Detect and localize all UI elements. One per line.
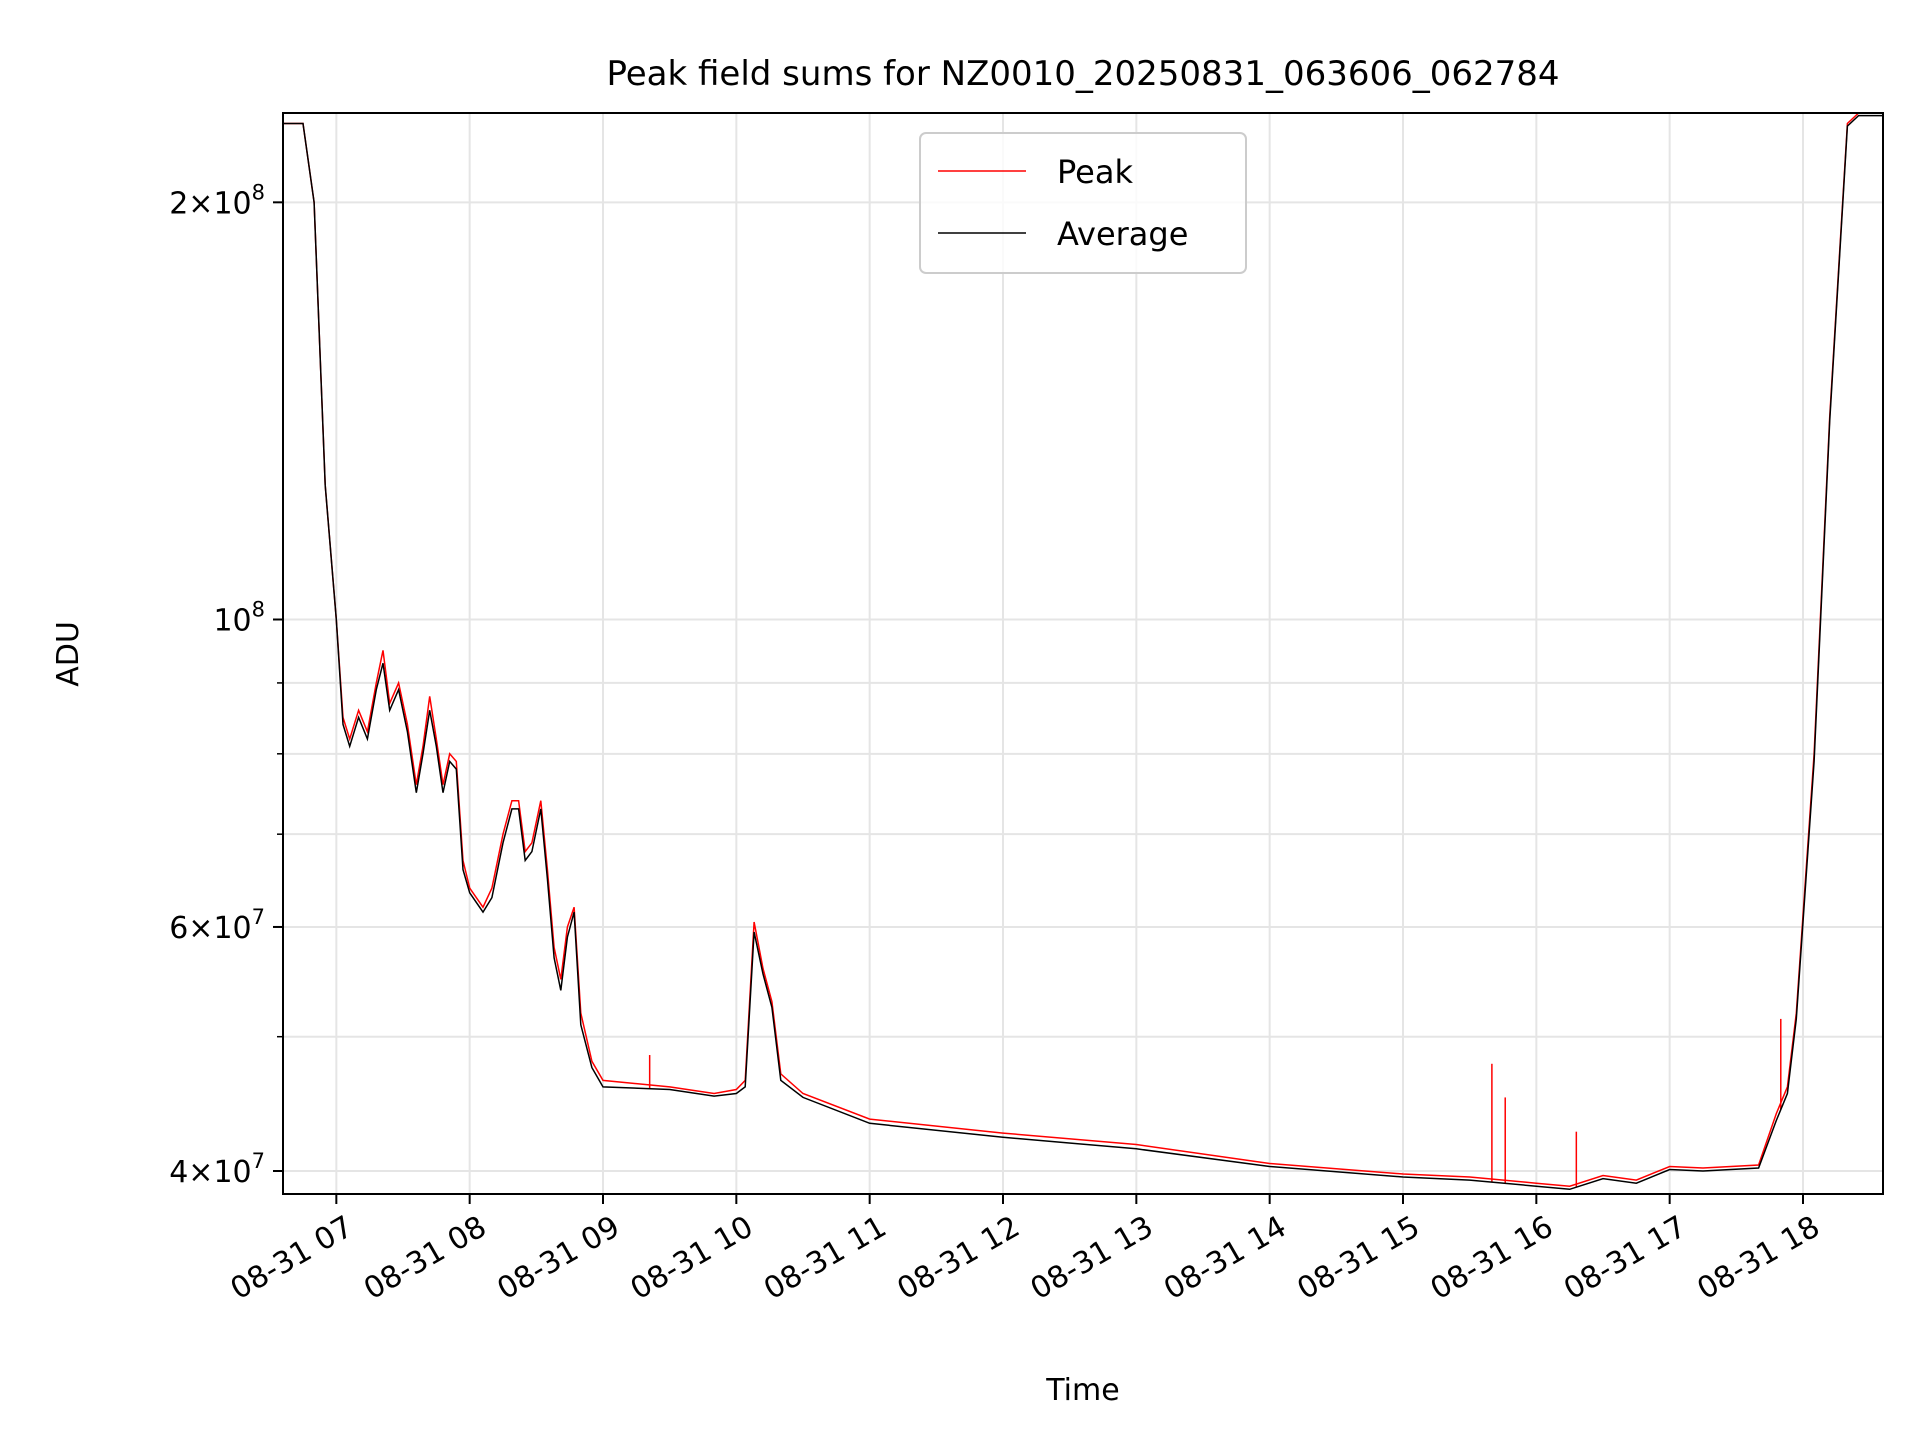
plot-frame (282, 112, 1884, 1195)
grid-lines (283, 113, 1883, 1194)
y-tick-label: 4×107 (169, 1149, 265, 1190)
series-line-average (283, 114, 1883, 1191)
series-layer (283, 112, 1883, 1191)
x-axis-label: Time (1045, 1373, 1119, 1408)
y-tick-label: 2×108 (169, 180, 265, 221)
y-tick-label: 6×107 (169, 905, 265, 946)
y-axis-label: ADU (51, 621, 86, 687)
legend-label-average: Average (1057, 215, 1188, 253)
legend: Peak Average (919, 132, 1247, 274)
series-line-peak (283, 112, 1883, 1187)
chart-title: Peak field sums for NZ0010_20250831_0636… (606, 54, 1559, 94)
legend-box (919, 132, 1247, 274)
legend-label-peak: Peak (1057, 153, 1133, 191)
